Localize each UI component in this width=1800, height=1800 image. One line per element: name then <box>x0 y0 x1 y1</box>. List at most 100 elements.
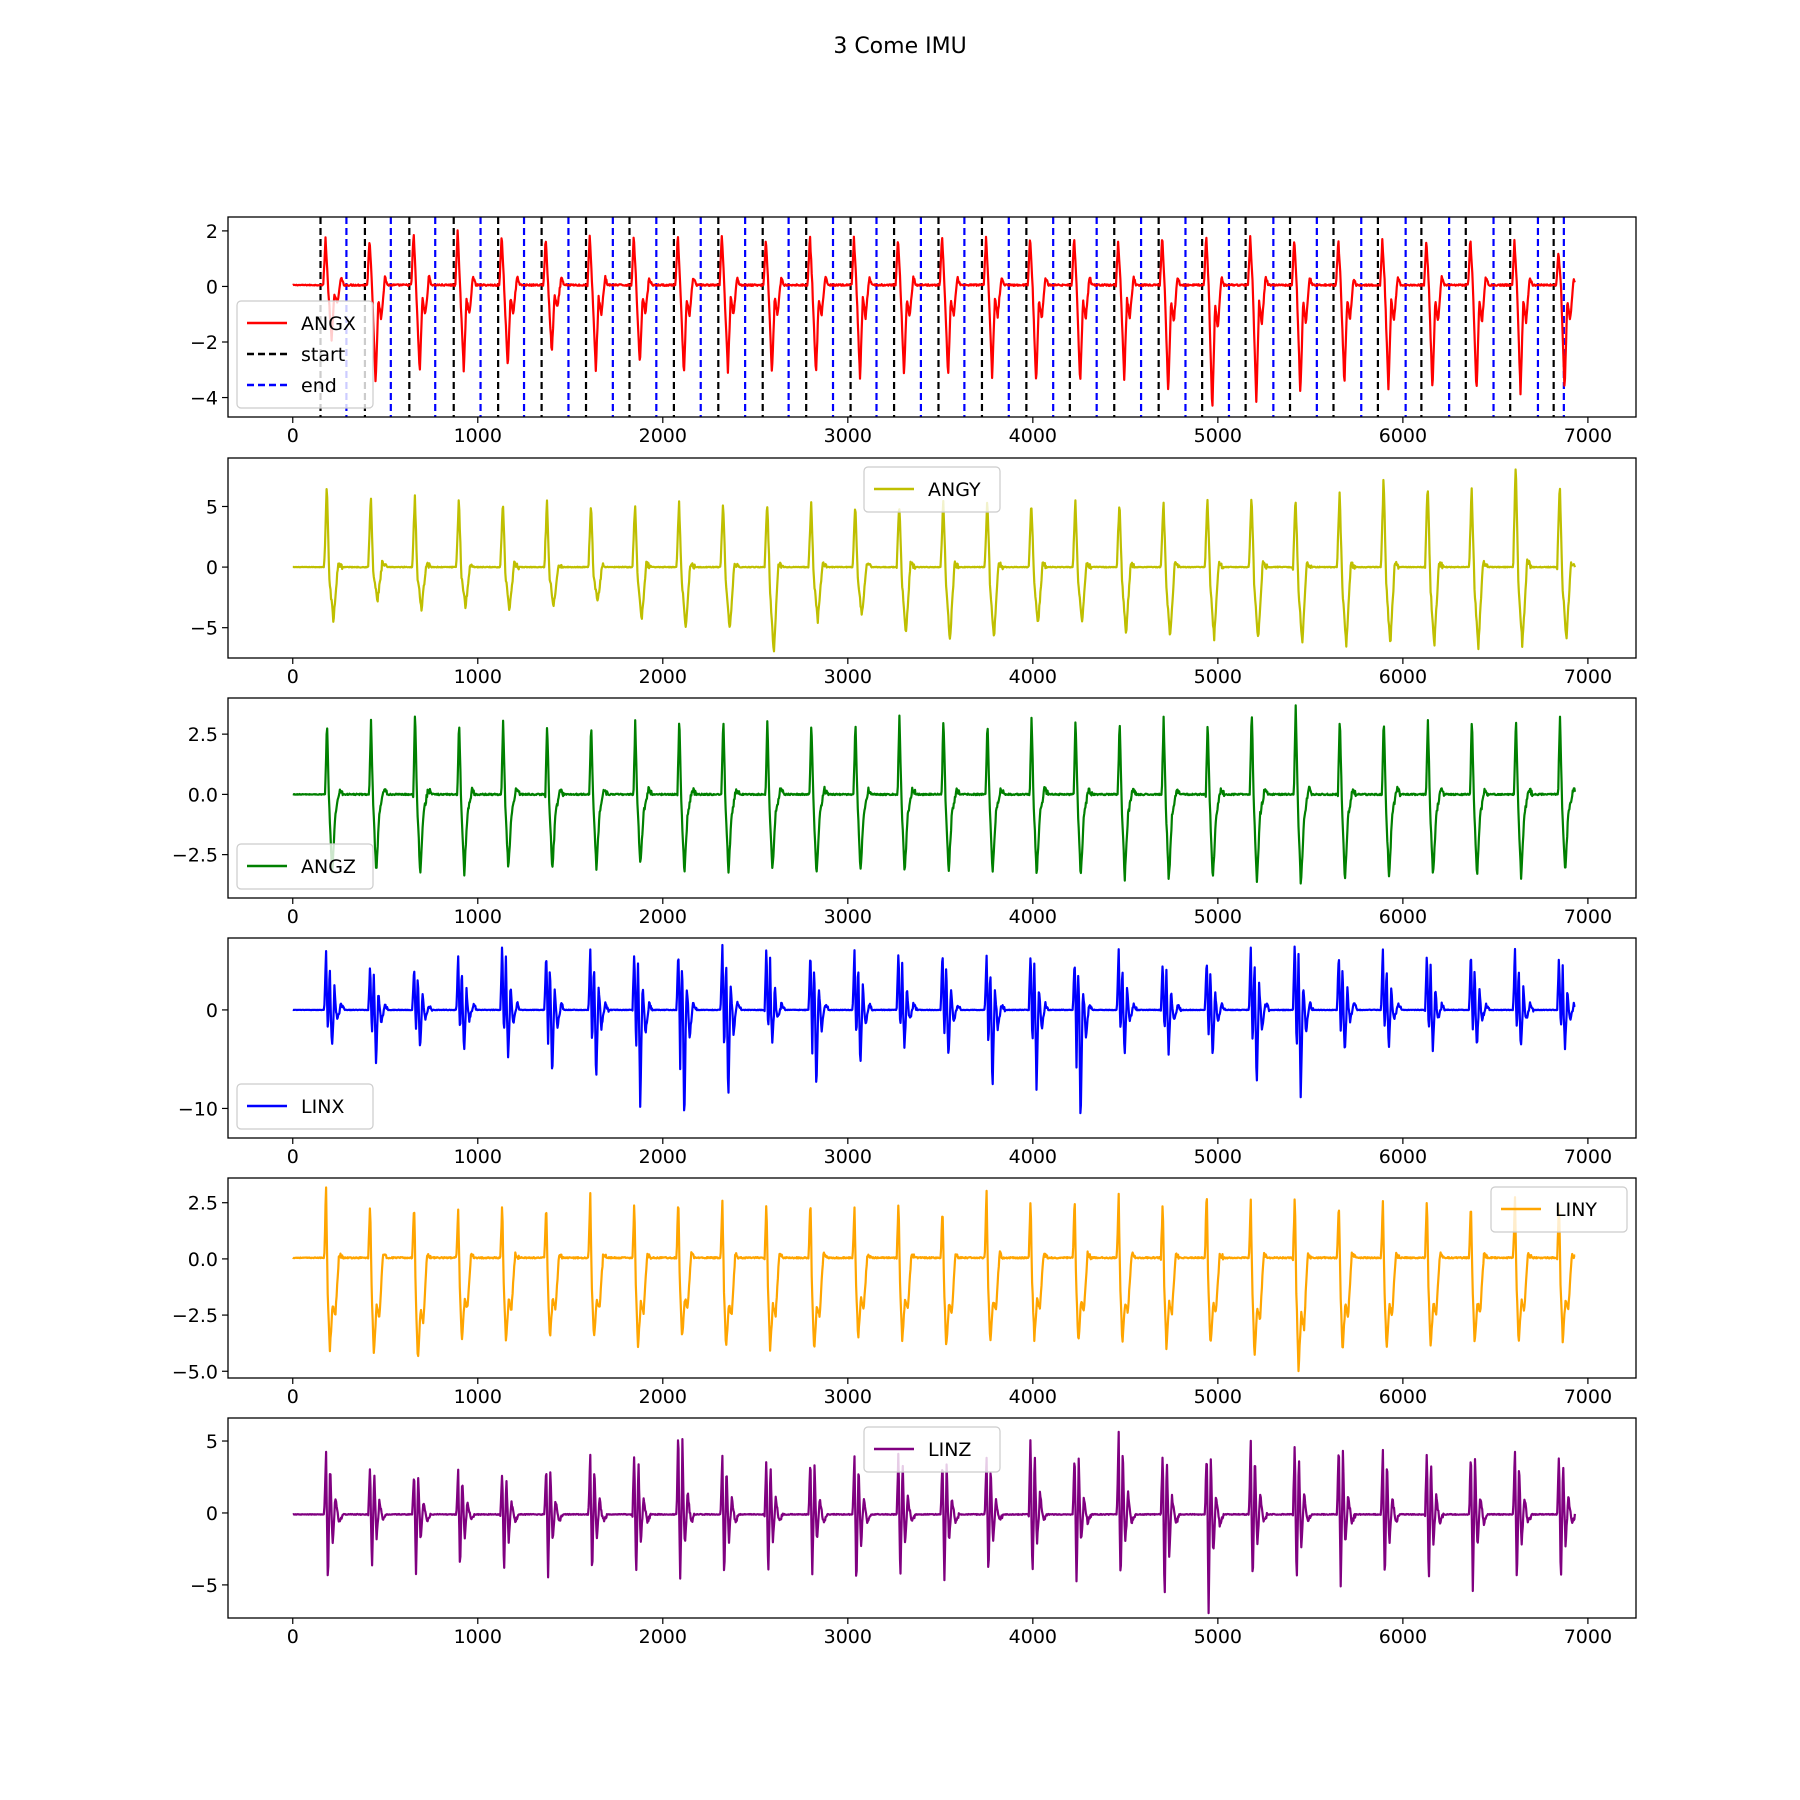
axes-frame <box>227 1417 1637 1619</box>
subplot-4: 0 1000 2000 3000 4000 5000 6000 7000 −10 0 LINX <box>178 937 1637 1168</box>
y-tick-label: −4 <box>190 388 218 410</box>
legend: LINZ <box>863 1426 1001 1473</box>
subplot-6: 0 1000 2000 3000 4000 5000 6000 7000 −5 0 5 LINZ <box>190 1417 1637 1648</box>
legend-label: start <box>301 344 345 366</box>
legend: ANGY <box>863 466 1001 513</box>
subplot-1: 0 1000 2000 3000 4000 5000 6000 7000 −4 −2 0 2 ANGX s… <box>190 216 1637 447</box>
x-tick-label: 0 <box>287 1146 299 1168</box>
y-tick-label: −10 <box>178 1098 218 1120</box>
x-tick-label: 0 <box>287 906 299 928</box>
x-tick-label: 2000 <box>639 906 687 928</box>
x-tick-label: 5000 <box>1194 1146 1242 1168</box>
y-tick-label: 0 <box>206 276 218 298</box>
x-tick-label: 3000 <box>824 1626 872 1648</box>
plot-area <box>292 1430 1576 1615</box>
x-tick-label: 5000 <box>1194 666 1242 688</box>
x-tick-label: 1000 <box>454 425 502 447</box>
y-tick-label: 0 <box>206 557 218 579</box>
legend-label: LINX <box>301 1096 344 1118</box>
x-tick-label: 2000 <box>639 425 687 447</box>
x-tick-label: 4000 <box>1009 1146 1057 1168</box>
x-tick-label: 3000 <box>824 906 872 928</box>
y-tick-label: −2 <box>190 332 218 354</box>
y-tick-label: 2 <box>206 221 218 243</box>
x-tick-label: 4000 <box>1009 666 1057 688</box>
series-line-angz <box>292 704 1576 885</box>
x-tick-label: 5000 <box>1194 1386 1242 1408</box>
axes-frame <box>227 937 1637 1139</box>
x-tick-label: 4000 <box>1009 425 1057 447</box>
axes-frame <box>227 697 1637 899</box>
x-tick-label: 7000 <box>1564 1626 1612 1648</box>
x-tick-label: 2000 <box>639 666 687 688</box>
x-tick-label: 6000 <box>1379 1626 1427 1648</box>
x-tick-label: 1000 <box>454 906 502 928</box>
subplot-5: 0 1000 2000 3000 4000 5000 6000 7000 −5.0 −2.5 0.0… <box>172 1177 1637 1408</box>
x-tick-label: 7000 <box>1564 906 1612 928</box>
figure-title: 3 Come IMU <box>833 34 966 59</box>
y-tick-label: 0 <box>206 1503 218 1525</box>
x-tick-label: 2000 <box>639 1146 687 1168</box>
x-tick-label: 1000 <box>454 1386 502 1408</box>
y-tick-label: 5 <box>206 496 218 518</box>
x-tick-label: 4000 <box>1009 906 1057 928</box>
x-tick-label: 7000 <box>1564 425 1612 447</box>
legend-box <box>863 466 1001 513</box>
x-tick-label: 0 <box>287 1626 299 1648</box>
y-tick-label: −5 <box>190 1575 218 1597</box>
x-tick-label: 7000 <box>1564 1146 1612 1168</box>
x-tick-label: 2000 <box>639 1626 687 1648</box>
subplot-2: 0 1000 2000 3000 4000 5000 6000 7000 −5 0 5 ANGY <box>190 457 1637 688</box>
y-tick-label: 0 <box>206 1000 218 1022</box>
legend: LINY <box>1490 1186 1628 1233</box>
x-tick-label: 2000 <box>639 1386 687 1408</box>
x-tick-label: 6000 <box>1379 906 1427 928</box>
legend-box <box>1490 1186 1628 1233</box>
series-line-linz <box>292 1430 1576 1615</box>
legend-box <box>236 1083 374 1130</box>
x-tick-label: 4000 <box>1009 1386 1057 1408</box>
legend: ANGX start end <box>236 300 374 409</box>
series-line-liny <box>292 1186 1576 1373</box>
legend-label: ANGZ <box>301 856 356 878</box>
x-tick-label: 1000 <box>454 666 502 688</box>
series-line-angy <box>292 468 1576 653</box>
legend-box <box>863 1426 1001 1473</box>
legend-label: end <box>301 375 337 397</box>
y-tick-label: 2.5 <box>188 724 218 746</box>
x-tick-label: 0 <box>287 1386 299 1408</box>
x-tick-label: 4000 <box>1009 1626 1057 1648</box>
legend: ANGZ <box>236 843 374 890</box>
plot-area <box>292 217 1576 417</box>
x-tick-label: 7000 <box>1564 1386 1612 1408</box>
subplot-grid: 0 1000 2000 3000 4000 5000 6000 7000−4−202ANGXs… <box>172 216 1637 1648</box>
x-tick-label: 0 <box>287 425 299 447</box>
x-tick-label: 6000 <box>1379 1386 1427 1408</box>
x-tick-label: 3000 <box>824 666 872 688</box>
x-tick-label: 5000 <box>1194 906 1242 928</box>
axes-frame <box>227 1177 1637 1379</box>
legend-label: ANGY <box>928 479 981 501</box>
y-tick-label: −5.0 <box>172 1361 218 1383</box>
axes-frame <box>227 216 1637 418</box>
legend-label: ANGX <box>301 313 356 335</box>
y-tick-label: 2.5 <box>188 1193 218 1215</box>
x-tick-label: 3000 <box>824 425 872 447</box>
legend-label: LINY <box>1555 1199 1597 1221</box>
subplot-3: 0 1000 2000 3000 4000 5000 6000 7000 −2.5 0.0 2.5 A… <box>172 697 1637 928</box>
y-tick-label: 0.0 <box>188 1249 218 1271</box>
plot-area <box>292 704 1576 885</box>
x-tick-label: 7000 <box>1564 666 1612 688</box>
legend-box <box>236 843 374 890</box>
x-tick-label: 1000 <box>454 1146 502 1168</box>
legend-box <box>236 300 374 409</box>
x-tick-label: 6000 <box>1379 425 1427 447</box>
axes-frame <box>227 457 1637 659</box>
x-tick-label: 0 <box>287 666 299 688</box>
plot-area <box>292 1186 1576 1373</box>
x-tick-label: 6000 <box>1379 1146 1427 1168</box>
x-tick-label: 5000 <box>1194 425 1242 447</box>
x-tick-label: 3000 <box>824 1386 872 1408</box>
x-tick-label: 1000 <box>454 1626 502 1648</box>
